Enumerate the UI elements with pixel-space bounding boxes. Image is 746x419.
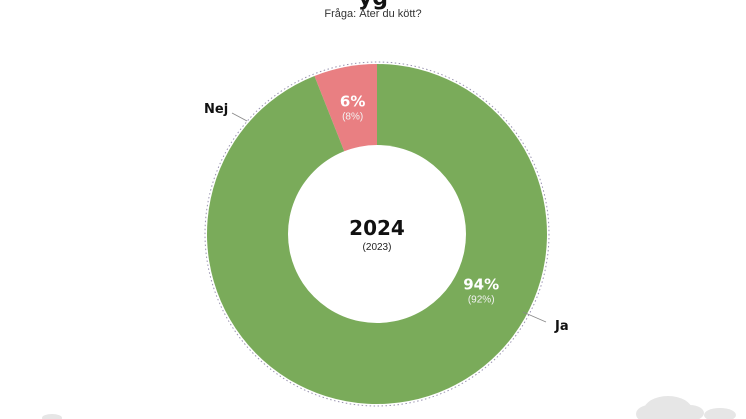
category-label-ja: Ja <box>554 319 569 334</box>
previous-value-label-nej: (8%) <box>342 111 363 122</box>
donut-hole <box>288 145 466 323</box>
outer-dotted-ring <box>204 61 550 407</box>
value-label-ja: 94% <box>463 275 499 293</box>
category-label-nej: Nej <box>204 102 228 117</box>
value-label-nej: 6% <box>340 92 365 110</box>
chart-title-fragment: yg <box>0 0 746 11</box>
center-previous-year-label: (2023) <box>363 242 392 253</box>
center-year-label: 2024 <box>349 216 405 240</box>
value-labels: 6%(8%) 94%(92%) <box>340 92 499 305</box>
ja-leader-line <box>522 311 547 323</box>
nej-leader-line <box>231 112 248 122</box>
previous-value-label-ja: (92%) <box>468 294 495 305</box>
chart-subtitle: Fråga: Äter du kött? <box>324 8 422 20</box>
background-tree-silhouettes <box>42 396 736 419</box>
